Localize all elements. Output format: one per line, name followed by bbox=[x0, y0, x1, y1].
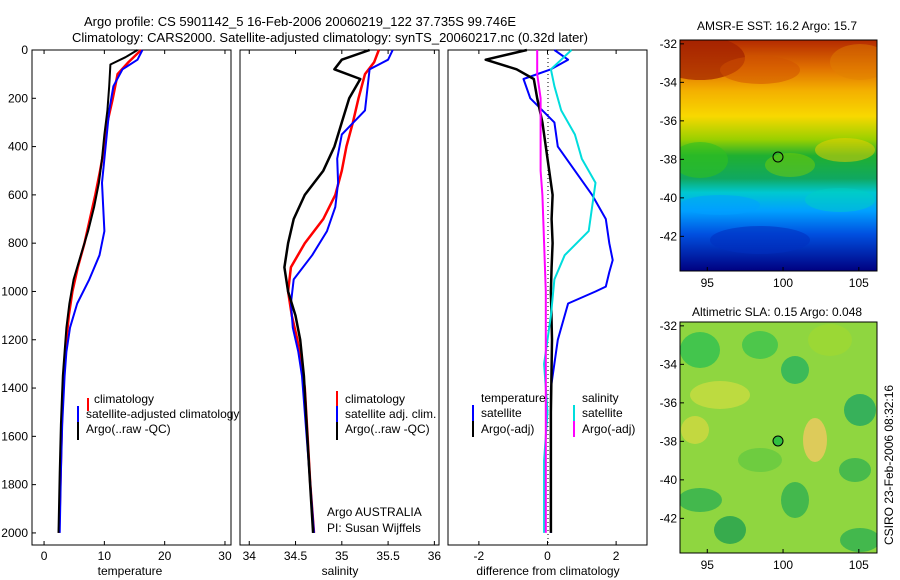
legend-temp-argo: Argo(-adj) bbox=[481, 422, 534, 436]
y-tick-label: 0 bbox=[21, 43, 28, 57]
series-line bbox=[536, 50, 547, 533]
y-tick-label: 1600 bbox=[1, 429, 28, 443]
legend-climatology: climatology bbox=[94, 392, 154, 406]
y-tick-label: 400 bbox=[8, 140, 28, 154]
sla-map-title: Altimetric SLA: 0.15 Argo: 0.048 bbox=[692, 305, 862, 319]
map-x-tick-label: 100 bbox=[773, 558, 793, 572]
map-y-tick-label: -40 bbox=[660, 473, 678, 487]
salinity-xlabel: salinity bbox=[322, 564, 359, 578]
map-y-tick-label: -42 bbox=[660, 511, 678, 525]
legend-sal-argo: Argo(-adj) bbox=[582, 422, 635, 436]
y-tick-label: 2000 bbox=[1, 526, 28, 540]
series-line bbox=[57, 49, 139, 533]
map-x-tick-label: 105 bbox=[849, 276, 869, 290]
map-y-tick-label: -36 bbox=[660, 396, 678, 410]
legend-satellite: satellite adj. clim. bbox=[345, 407, 436, 421]
x-tick-label: 10 bbox=[98, 549, 112, 563]
argo-location-marker bbox=[772, 151, 784, 163]
difference-legend: temperature satellite Argo(-adj) salinit… bbox=[472, 391, 635, 437]
sst-map-title: AMSR-E SST: 16.2 Argo: 15.7 bbox=[697, 19, 857, 33]
map-x-tick-label: 100 bbox=[773, 276, 793, 290]
y-tick-label: 200 bbox=[8, 91, 28, 105]
x-tick-label: 35 bbox=[335, 549, 349, 563]
y-tick-label: 1200 bbox=[1, 333, 28, 347]
map-y-tick-label: -42 bbox=[660, 229, 678, 243]
temperature-series bbox=[57, 49, 144, 533]
pi-annotation: PI: Susan Wijffels bbox=[327, 521, 421, 535]
x-tick-label: 2 bbox=[613, 549, 620, 563]
sla-map-axis: 95 100 105 -32 -34 -36 -38 -40 -42 bbox=[660, 319, 869, 572]
sst-heatmap-texture bbox=[680, 40, 877, 254]
map-y-tick-label: -38 bbox=[660, 434, 678, 448]
x-tick-label: 20 bbox=[158, 549, 172, 563]
legend-temp-satellite: satellite bbox=[481, 406, 522, 420]
legend-climatology: climatology bbox=[345, 392, 405, 406]
map-y-tick-label: -38 bbox=[660, 152, 678, 166]
argo-location-marker bbox=[772, 435, 784, 447]
map-y-tick-label: -32 bbox=[660, 37, 678, 51]
x-tick-label: 34 bbox=[243, 549, 257, 563]
x-tick-label: -2 bbox=[474, 549, 485, 563]
series-line bbox=[522, 49, 614, 533]
credit-timestamp: CSIRO 23-Feb-2006 08:32:16 bbox=[882, 385, 896, 545]
legend-argo: Argo(..raw -QC) bbox=[345, 422, 430, 436]
x-tick-label: 36 bbox=[428, 549, 442, 563]
temperature-legend: climatology satellite-adjusted climatolo… bbox=[77, 392, 239, 440]
difference-xlabel: difference from climatology bbox=[476, 564, 619, 578]
series-line bbox=[289, 49, 394, 533]
map-x-tick-label: 95 bbox=[701, 276, 715, 290]
legend-argo: Argo(..raw -QC) bbox=[86, 422, 171, 436]
map-x-tick-label: 105 bbox=[849, 558, 869, 572]
temperature-axis-ticks: 0 10 20 30 0 200 400 600 800 1000 1200 1400 1600 1800… bbox=[1, 43, 232, 563]
y-tick-label: 1800 bbox=[1, 478, 28, 492]
y-tick-label: 1000 bbox=[1, 284, 28, 298]
y-tick-label: 600 bbox=[8, 188, 28, 202]
difference-axis-ticks: -2 0 2 bbox=[474, 50, 620, 563]
institution-annotation: Argo AUSTRALIA bbox=[327, 505, 422, 519]
salinity-panel: 34 34.5 35 35.5 36 climatology satellite adj… bbox=[239, 48, 442, 578]
salinity-series bbox=[283, 48, 394, 533]
x-tick-label: 34.5 bbox=[284, 549, 308, 563]
difference-series bbox=[484, 48, 614, 533]
y-tick-label: 800 bbox=[8, 236, 28, 250]
temperature-panel: 0 10 20 30 0 200 400 600 800 1000 1200 1400 1600 1800… bbox=[1, 43, 239, 578]
x-tick-label: 30 bbox=[218, 549, 232, 563]
x-tick-label: 0 bbox=[41, 549, 48, 563]
salinity-axis-ticks: 34 34.5 35 35.5 36 bbox=[243, 50, 442, 563]
legend-sal-satellite: satellite bbox=[582, 406, 623, 420]
x-tick-label: 35.5 bbox=[376, 549, 400, 563]
sst-map-panel: AMSR-E SST: 16.2 Argo: 15.7 bbox=[660, 19, 878, 290]
map-y-tick-label: -34 bbox=[660, 357, 678, 371]
map-x-tick-label: 95 bbox=[701, 558, 715, 572]
y-tick-label: 1400 bbox=[1, 381, 28, 395]
figure-title-line1: Argo profile: CS 5901142_5 16-Feb-2006 2… bbox=[84, 14, 516, 29]
map-y-tick-label: -40 bbox=[660, 191, 678, 205]
sla-heatmap-texture bbox=[680, 324, 877, 552]
sla-map-panel: Altimetric SLA: 0.15 Argo: 0.048 95 100 10… bbox=[660, 305, 878, 572]
map-y-tick-label: -34 bbox=[660, 75, 678, 89]
series-line bbox=[58, 49, 144, 533]
x-tick-label: 0 bbox=[544, 549, 551, 563]
series-line bbox=[283, 48, 371, 533]
map-y-tick-label: -36 bbox=[660, 114, 678, 128]
salinity-legend: climatology satellite adj. clim. Argo(..… bbox=[336, 391, 436, 440]
legend-satellite: satellite-adjusted climatology bbox=[86, 407, 239, 421]
map-y-tick-label: -32 bbox=[660, 319, 678, 333]
sst-map-axis: 95 100 105 -32 -34 -36 -38 -40 -42 bbox=[660, 37, 869, 290]
legend-temperature-header: temperature bbox=[481, 391, 546, 405]
difference-panel: -2 0 2 temperature satellite Argo(-adj) sa… bbox=[447, 48, 648, 578]
temperature-xlabel: temperature bbox=[98, 564, 163, 578]
legend-salinity-header: salinity bbox=[582, 391, 619, 405]
figure-title-line2: Climatology: CARS2000. Satellite-adjuste… bbox=[72, 30, 588, 45]
